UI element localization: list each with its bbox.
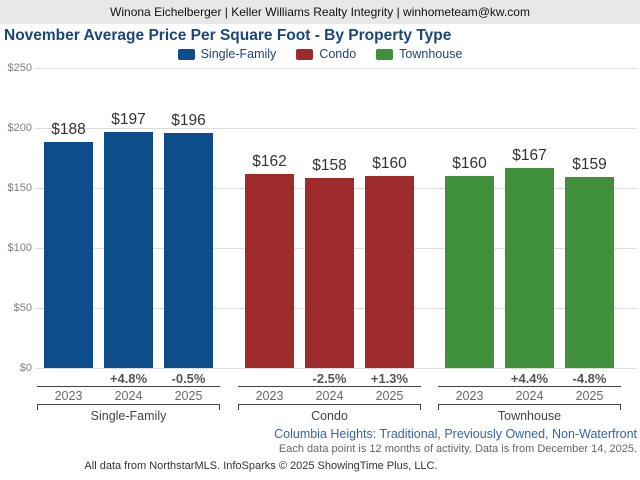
gridline-250: [35, 68, 637, 69]
y-axis-tick-label: $0: [19, 362, 32, 374]
group-bracket-single-family: [37, 404, 220, 410]
condo-swatch-icon: [296, 48, 314, 60]
bar-value-label: $160: [372, 155, 407, 172]
group-bracket-condo: [238, 404, 421, 410]
group-divider-line-single-family: [37, 386, 220, 387]
group-divider-line-townhouse: [438, 386, 621, 387]
x-axis-year-label: 2023: [455, 389, 484, 403]
agent-contact-bar: Winona Eichelberger | Keller Williams Re…: [0, 0, 640, 24]
bar-condo-2023[interactable]: [245, 173, 294, 368]
bar-value-label: $167: [512, 146, 547, 164]
bar-value-label: $196: [171, 111, 206, 129]
bar-townhouse-2025[interactable]: [565, 177, 614, 368]
bar-value-label: $162: [252, 152, 287, 170]
y-axis-tick-label: $200: [7, 122, 32, 134]
gridline-0: [35, 368, 637, 369]
bar-value-label: $160: [452, 155, 487, 172]
townhouse-swatch-icon: [376, 48, 394, 60]
bar-value-label: $197: [111, 110, 146, 128]
x-axis-year-label: 2025: [174, 389, 203, 403]
y-axis-tick-label: $150: [7, 182, 32, 194]
pct-change-label: +1.3%: [370, 371, 409, 386]
x-axis-year-label: 2024: [114, 389, 143, 403]
x-axis-year-label: 2024: [515, 389, 544, 403]
data-note-text: Each data point is 12 months of activity…: [278, 443, 637, 455]
group-bracket-townhouse: [438, 404, 621, 410]
bar-value-label: $188: [51, 121, 86, 139]
legend-item-townhouse[interactable]: Townhouse: [376, 47, 462, 61]
bar-value-label: $158: [312, 157, 347, 175]
group-label-single-family: Single-Family: [90, 409, 167, 423]
bar-single-family-2025[interactable]: [164, 132, 213, 368]
group-label-townhouse: Townhouse: [497, 409, 562, 423]
search-criteria-text: Columbia Heights: Traditional, Previousl…: [274, 427, 637, 441]
x-axis-year-label: 2024: [315, 389, 344, 403]
pct-change-label: -2.5%: [312, 371, 347, 386]
pct-change-label: +4.8%: [109, 371, 148, 386]
attribution-text: All data from NorthstarMLS. InfoSparks ©…: [84, 460, 438, 472]
legend-label: Single-Family: [200, 47, 277, 61]
pct-change-label: -4.8%: [572, 371, 607, 386]
bar-townhouse-2024[interactable]: [505, 167, 554, 368]
chart-title: November Average Price Per Square Foot -…: [4, 27, 452, 44]
legend-label: Condo: [319, 47, 357, 61]
bar-condo-2024[interactable]: [305, 178, 354, 368]
x-axis-year-label: 2023: [255, 389, 284, 403]
legend-label: Townhouse: [399, 47, 463, 61]
y-axis-tick-label: $50: [13, 302, 32, 314]
group-label-condo: Condo: [311, 409, 348, 423]
x-axis-year-label: 2025: [575, 389, 604, 403]
bar-single-family-2023[interactable]: [44, 142, 93, 368]
legend-item-condo[interactable]: Condo: [296, 47, 356, 61]
bar-townhouse-2023[interactable]: [445, 176, 494, 368]
agent-contact-text: Winona Eichelberger | Keller Williams Re…: [110, 5, 530, 19]
pct-change-label: +4.4%: [510, 371, 549, 386]
legend-item-single-family[interactable]: Single-Family: [177, 47, 277, 61]
bar-single-family-2024[interactable]: [104, 131, 153, 368]
x-axis-year-label: 2023: [54, 389, 83, 403]
x-axis-year-label: 2025: [375, 389, 404, 403]
bar-value-label: $159: [572, 156, 607, 174]
single-family-swatch-icon: [177, 48, 195, 60]
bar-condo-2025[interactable]: [365, 176, 414, 368]
group-divider-line-condo: [238, 386, 421, 387]
pct-change-label: -0.5%: [171, 371, 206, 386]
gridline-200: [35, 128, 637, 129]
y-axis-tick-label: $100: [7, 242, 32, 254]
y-axis-tick-label: $250: [7, 62, 32, 74]
chart-legend: Single-Family Condo Townhouse: [0, 46, 640, 62]
